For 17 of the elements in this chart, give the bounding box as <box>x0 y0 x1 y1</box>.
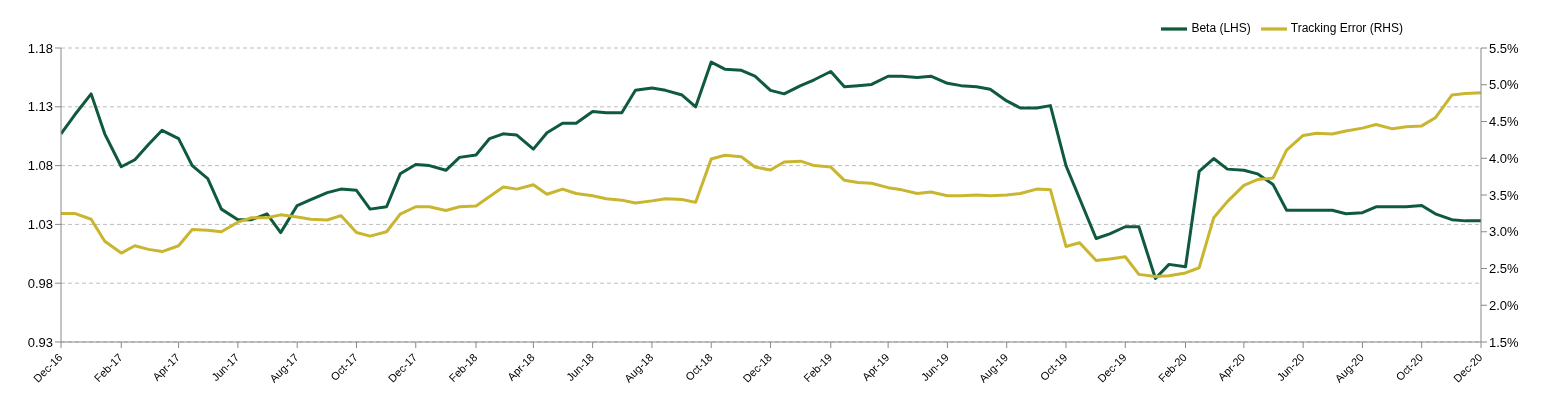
y-tick-label: 0.93 <box>27 334 53 350</box>
legend-label: Tracking Error (RHS) <box>1290 21 1403 36</box>
y-tick-label: 0.98 <box>27 275 53 291</box>
y-tick-label: 1.08 <box>27 158 53 174</box>
y2-tick-label: 5.5% <box>1489 40 1520 56</box>
y2-tick-label: 1.5% <box>1489 334 1520 350</box>
y2-tick-label: 3.0% <box>1489 224 1520 240</box>
y2-tick-label: 4.0% <box>1489 150 1520 166</box>
y2-tick-label: 2.0% <box>1489 297 1520 313</box>
y-tick-label: 1.13 <box>27 99 53 115</box>
y2-tick-label: 2.5% <box>1489 261 1520 277</box>
y2-tick-label: 4.5% <box>1489 114 1520 130</box>
y-tick-label: 1.03 <box>27 217 53 233</box>
y2-tick-label: 5.0% <box>1489 77 1520 93</box>
y-tick-label: 1.18 <box>27 40 53 56</box>
legend-label: Beta (LHS) <box>1191 21 1251 36</box>
y2-tick-label: 3.5% <box>1489 187 1520 203</box>
